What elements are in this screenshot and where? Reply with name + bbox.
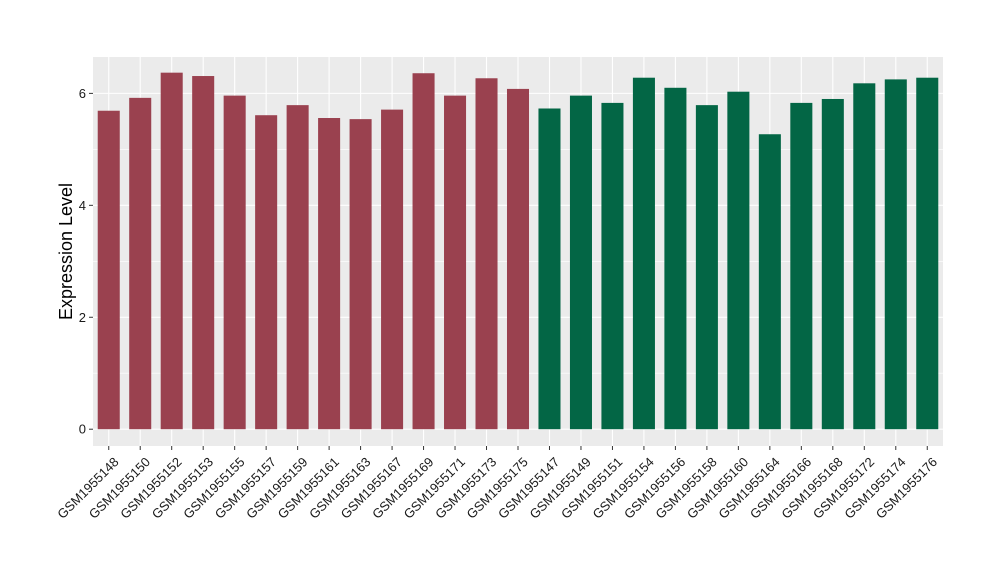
bar-GSM1955149 [569,95,592,430]
bar-GSM1955169 [412,73,435,430]
bar-GSM1955166 [790,102,813,430]
bars [97,72,939,430]
y-tick-label: 0 [79,422,86,437]
bar-GSM1955172 [853,83,876,430]
bar-GSM1955161 [318,118,341,430]
bar-GSM1955164 [758,134,781,430]
bar-GSM1955154 [632,77,655,430]
bar-GSM1955152 [160,72,183,430]
bar-GSM1955150 [129,97,152,430]
bar-GSM1955171 [444,95,467,430]
bar-GSM1955168 [821,98,844,430]
bar-GSM1955163 [349,119,372,430]
bar-GSM1955176 [916,77,939,430]
x-axis: GSM1955148GSM1955150GSM1955152GSM1955153… [54,446,940,522]
bar-GSM1955155 [223,95,246,430]
bar-GSM1955157 [255,115,278,430]
y-tick-label: 4 [79,198,86,213]
bar-GSM1955173 [475,78,498,430]
y-axis-title: Expression Level [56,183,76,320]
bar-GSM1955175 [506,88,530,430]
bar-GSM1955158 [695,105,718,430]
bar-GSM1955148 [97,110,120,430]
bar-GSM1955156 [664,87,687,430]
y-axis: 0 2 4 6 [79,86,93,437]
y-tick-label: 2 [79,310,86,325]
bar-GSM1955160 [727,91,750,430]
bar-GSM1955153 [192,76,215,430]
y-tick-label: 6 [79,86,86,101]
bar-GSM1955151 [601,102,624,430]
bar-GSM1955174 [884,79,907,430]
bar-GSM1955159 [286,105,309,430]
bar-GSM1955167 [381,109,404,430]
bar-GSM1955147 [538,108,561,430]
